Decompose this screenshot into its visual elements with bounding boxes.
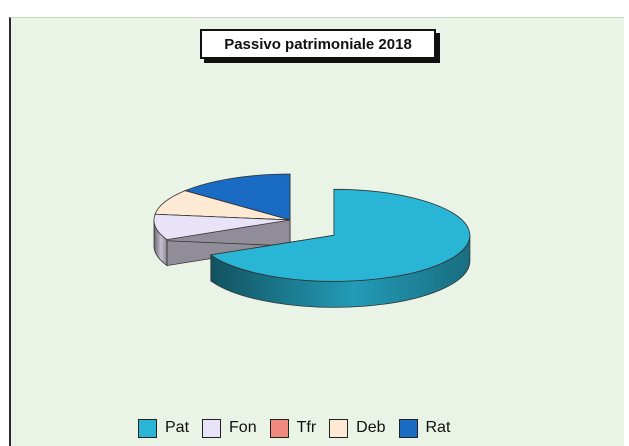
pie-slice-fon-top: [153, 213, 291, 241]
legend-label-deb: Deb: [356, 419, 386, 436]
legend-item-rat: Rat: [398, 418, 451, 438]
legend-swatch-tfr: [269, 418, 289, 438]
pie-slice-fon: [153, 213, 291, 267]
legend-item-pat: Pat: [138, 418, 190, 438]
chart-legend: Pat Fon Tfr Deb Rat: [138, 415, 463, 441]
chart-plot-area: [9, 17, 624, 446]
legend-item-fon: Fon: [202, 418, 257, 438]
legend-item-tfr: Tfr: [269, 418, 317, 438]
pie-slice-rat-top: [183, 173, 291, 221]
chart-title: Passivo patrimoniale 2018: [200, 29, 436, 59]
legend-swatch-fon: [202, 418, 222, 438]
legend-item-deb: Deb: [329, 418, 386, 438]
pie-slice-pat-top: [209, 188, 471, 282]
legend-swatch-deb: [329, 418, 349, 438]
legend-label-pat: Pat: [165, 419, 190, 436]
legend-label-fon: Fon: [229, 419, 257, 436]
legend-label-rat: Rat: [425, 419, 451, 436]
legend-swatch-pat: [138, 418, 157, 438]
legend-swatch-rat: [398, 418, 418, 438]
pie-slice-pat: [209, 188, 471, 308]
legend-label-tfr: Tfr: [296, 419, 317, 436]
